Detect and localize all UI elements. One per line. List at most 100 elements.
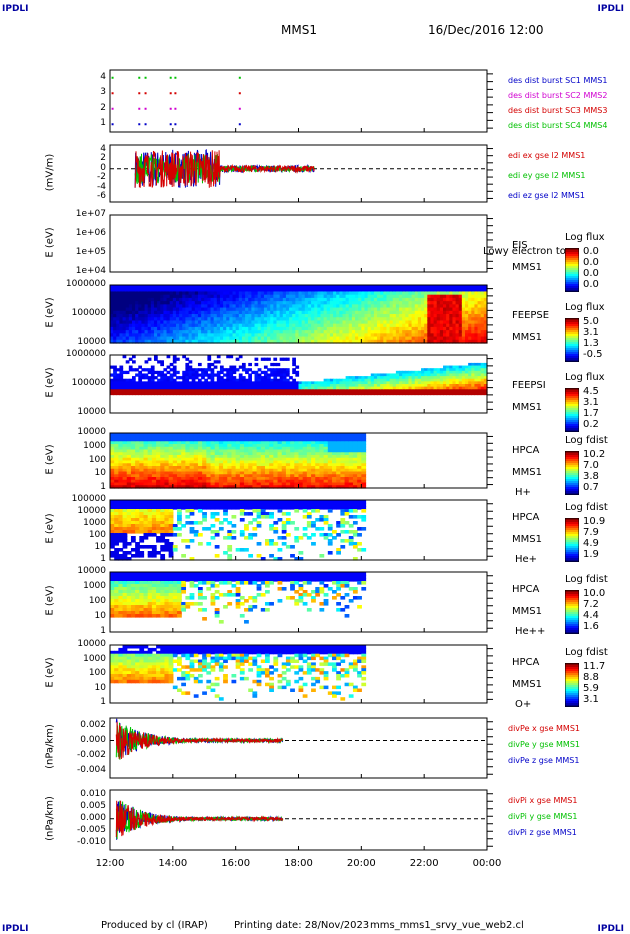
heatmap-cell: [273, 386, 278, 390]
heatmap-cell: [348, 336, 353, 341]
heatmap-cell: [421, 386, 425, 390]
heatmap-cell: [189, 446, 195, 451]
heatmap-cell: [263, 320, 268, 325]
heatmap-cell: [118, 457, 124, 462]
heatmap-cell: [248, 304, 252, 309]
heatmap-cell: [273, 285, 278, 289]
heatmap-cell: [383, 381, 388, 385]
heatmap-cell: [143, 530, 149, 534]
heatmap-cell: [113, 317, 117, 322]
heatmap-cell: [135, 500, 140, 504]
heatmap-cell: [197, 285, 202, 289]
heatmap-cell: [204, 323, 208, 328]
heatmap-cell: [399, 323, 403, 328]
heatmap-cell: [125, 326, 130, 331]
heatmap-cell: [352, 477, 358, 481]
heatmap-cell: [189, 444, 195, 448]
heatmap-cell: [289, 291, 293, 296]
heatmap-cell: [135, 521, 140, 525]
heatmap-cell: [480, 362, 485, 367]
heatmap-cell: [182, 307, 186, 312]
heatmap-cell: [227, 449, 233, 453]
heatmap-cell: [126, 524, 132, 528]
heatmap-cell: [282, 304, 287, 309]
heatmap-cell: [235, 389, 240, 393]
heatmap-cell: [340, 446, 346, 451]
heatmap-cell: [207, 304, 212, 309]
heatmap-cell: [373, 381, 378, 385]
heatmap-cell: [160, 479, 166, 484]
heatmap-cell: [427, 320, 432, 325]
heatmap-cell: [395, 307, 400, 312]
heatmap-cell: [223, 378, 227, 382]
heatmap-cell: [285, 336, 290, 341]
heatmap-cell: [251, 317, 256, 322]
heatmap-cell: [135, 466, 140, 470]
colorbar-segment: [565, 457, 579, 459]
heatmap-cell: [290, 455, 295, 459]
heatmap-cell: [361, 460, 367, 464]
heatmap-cell: [483, 291, 488, 296]
heatmap-cell: [235, 304, 240, 309]
heatmap-cell: [244, 449, 249, 453]
heatmap-cell: [139, 536, 145, 540]
heatmap-cell: [411, 339, 416, 344]
heatmap-cell: [110, 518, 115, 522]
heatmap-cell: [352, 479, 358, 484]
heatmap-cell: [118, 500, 124, 504]
heatmap-cell: [458, 373, 463, 377]
heatmap-cell: [260, 452, 266, 456]
heatmap-cell: [151, 468, 157, 473]
heatmap-cell: [323, 391, 328, 396]
heatmap-cell: [122, 326, 127, 331]
heatmap-cell: [329, 301, 334, 305]
heatmap-cell: [333, 378, 337, 382]
heatmap-cell: [411, 378, 416, 382]
heatmap-cell: [263, 330, 268, 334]
heatmap-cell: [231, 474, 237, 478]
heatmap-cell: [269, 463, 274, 467]
heatmap-cell: [455, 378, 460, 382]
heatmap-cell: [245, 294, 249, 299]
heatmap-cell: [164, 521, 170, 525]
heatmap-cell: [126, 457, 132, 462]
heatmap-cell: [260, 457, 266, 462]
heatmap-cell: [389, 320, 394, 325]
heatmap-cell: [244, 438, 249, 442]
heatmap-cell: [197, 333, 202, 338]
heatmap-cell: [169, 391, 174, 396]
heatmap-cell: [317, 304, 322, 309]
heatmap-cell: [439, 339, 444, 344]
heatmap-cell: [251, 307, 256, 312]
heatmap-cell: [179, 326, 183, 331]
heatmap-cell: [417, 381, 422, 385]
heatmap-cell: [414, 320, 419, 325]
heatmap-cell: [210, 320, 215, 325]
heatmap-cell: [443, 297, 447, 302]
heatmap-cell: [218, 452, 224, 456]
heatmap-cell: [455, 317, 460, 322]
heatmap-cell: [370, 384, 375, 388]
heatmap-cell: [370, 330, 375, 334]
heatmap-cell: [185, 438, 191, 442]
heatmap-cell: [147, 545, 153, 549]
heatmap-cell: [150, 314, 155, 318]
heatmap-cell: [226, 288, 230, 293]
heatmap-cell: [156, 471, 161, 475]
heatmap-cell: [163, 291, 168, 296]
heatmap-cell: [139, 554, 145, 558]
heatmap-cell: [276, 336, 281, 341]
heatmap-cell: [257, 291, 262, 296]
heatmap-cell: [128, 320, 133, 325]
heatmap-cell: [345, 294, 350, 299]
heatmap-cell: [194, 314, 199, 318]
colorbar-segment: [565, 491, 579, 493]
heatmap-cell: [128, 285, 133, 289]
heatmap-cell: [263, 389, 268, 393]
heatmap-cell: [433, 326, 438, 331]
heatmap-cell: [189, 468, 195, 473]
heatmap-cell: [289, 310, 293, 315]
heatmap-cell: [169, 389, 174, 393]
heatmap-cell: [307, 339, 312, 344]
heatmap-cell: [229, 386, 234, 390]
